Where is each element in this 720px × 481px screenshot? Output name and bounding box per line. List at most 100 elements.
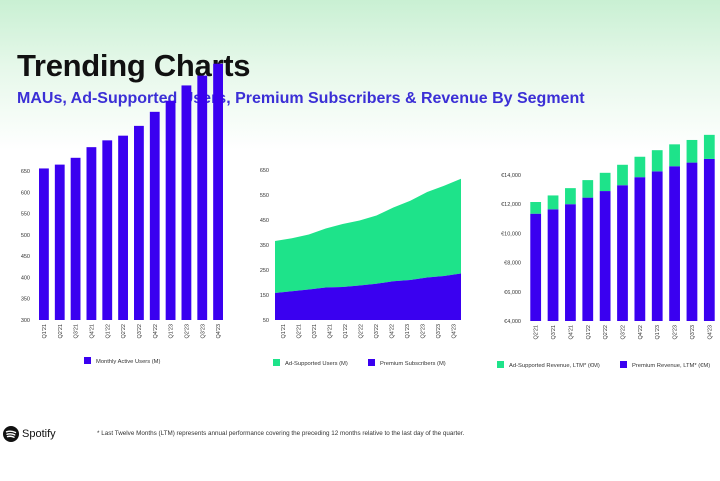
bar [118, 135, 128, 320]
header-background [0, 0, 720, 150]
bar [102, 140, 113, 320]
y-tick-label: €8,000 [504, 261, 521, 267]
bar [617, 164, 628, 186]
spotify-logo: Spotify [3, 426, 56, 442]
x-tick-label: Q4'23 [451, 324, 457, 339]
x-tick-label: Q4'22 [389, 324, 395, 339]
y-tick-label: €6,000 [504, 290, 521, 296]
x-tick-label: Q2'21 [296, 324, 302, 339]
legend-label: Ad-Supported Revenue, LTM* (€M) [509, 363, 600, 369]
x-tick-label: Q4'21 [327, 324, 333, 339]
bar [582, 197, 594, 321]
bar [703, 158, 715, 321]
bar [686, 162, 698, 321]
legend-swatch [497, 361, 504, 368]
x-tick-label: Q4'22 [638, 325, 644, 340]
area-premium-subscribers [275, 273, 461, 320]
x-tick-label: Q2'21 [534, 325, 540, 340]
bar [54, 164, 65, 320]
bar [565, 204, 576, 321]
bar [634, 156, 646, 178]
bar [669, 166, 680, 321]
bar [547, 209, 559, 321]
y-tick-label: €4,000 [504, 319, 521, 325]
y-tick-label: 400 [21, 275, 30, 281]
y-tick-label: 250 [260, 268, 269, 274]
y-tick-label: 550 [21, 212, 30, 218]
x-tick-label: Q2'23 [184, 324, 190, 339]
legend-swatch [620, 361, 627, 368]
y-tick-label: 350 [21, 297, 30, 303]
x-tick-label: Q3'21 [312, 324, 318, 339]
y-tick-label: 650 [260, 168, 269, 174]
x-tick-label: Q4'22 [153, 324, 159, 339]
page-subtitle: MAUs, Ad-Supported Users, Premium Subscr… [17, 90, 585, 107]
y-tick-label: 50 [263, 318, 269, 324]
y-tick-label: €12,000 [501, 202, 521, 208]
y-tick-label: 650 [21, 169, 30, 175]
bar [565, 188, 576, 205]
x-tick-label: Q1'22 [586, 325, 592, 340]
bar [39, 168, 49, 320]
bar [599, 191, 611, 321]
y-tick-label: 450 [260, 218, 269, 224]
y-tick-label: 450 [21, 254, 30, 260]
bar [599, 172, 611, 192]
x-tick-label: Q3'21 [74, 324, 80, 339]
x-tick-label: Q1'23 [169, 324, 175, 339]
bar [197, 75, 208, 320]
bar [582, 180, 594, 198]
x-tick-label: Q2'21 [58, 324, 64, 339]
bar [634, 177, 646, 321]
bar [669, 144, 680, 167]
legend-swatch [84, 357, 91, 364]
bar [70, 157, 81, 320]
bar [686, 139, 698, 163]
bar [651, 150, 663, 172]
x-tick-label: Q3'23 [200, 324, 206, 339]
x-tick-label: Q2'23 [673, 325, 679, 340]
x-tick-label: Q3'22 [374, 324, 380, 339]
legend-label: Premium Subscribers (M) [380, 361, 446, 367]
x-tick-label: Q3'22 [137, 324, 143, 339]
spotify-icon [3, 426, 19, 442]
x-tick-label: Q4'23 [707, 325, 713, 340]
page-title: Trending Charts [17, 48, 251, 83]
bar [134, 125, 144, 320]
y-tick-label: 600 [21, 190, 30, 196]
y-tick-label: €10,000 [501, 231, 521, 237]
bar [165, 100, 176, 320]
brand-name: Spotify [22, 428, 56, 440]
y-tick-label: 300 [21, 318, 30, 324]
x-tick-label: Q2'22 [121, 324, 127, 339]
bar [86, 147, 97, 320]
x-tick-label: Q1'21 [281, 324, 287, 339]
legend-swatch [273, 359, 280, 366]
bar [530, 213, 542, 321]
bar [703, 134, 715, 159]
bar [547, 195, 559, 210]
y-tick-label: 350 [260, 243, 269, 249]
x-tick-label: Q1'22 [343, 324, 349, 339]
x-tick-label: Q2'22 [603, 325, 609, 340]
legend-label: Monthly Active Users (M) [96, 359, 160, 365]
x-tick-label: Q3'21 [551, 325, 557, 340]
bar [530, 202, 542, 214]
x-tick-label: Q4'23 [216, 324, 222, 339]
x-tick-label: Q3'23 [690, 325, 696, 340]
x-tick-label: Q4'21 [568, 325, 574, 340]
area-ad-supported-users [275, 178, 461, 293]
x-tick-label: Q2'23 [420, 324, 426, 339]
bar [149, 111, 160, 320]
x-tick-label: Q1'23 [655, 325, 661, 340]
x-tick-label: Q4'21 [89, 324, 95, 339]
bar [213, 63, 223, 320]
bar [181, 85, 192, 320]
x-tick-label: Q1'21 [42, 324, 48, 339]
y-tick-label: 550 [260, 193, 269, 199]
legend-label: Premium Revenue, LTM* (€M) [632, 363, 710, 369]
bar [617, 185, 628, 321]
footnote: * Last Twelve Months (LTM) represents an… [97, 430, 465, 437]
x-tick-label: Q3'22 [621, 325, 627, 340]
